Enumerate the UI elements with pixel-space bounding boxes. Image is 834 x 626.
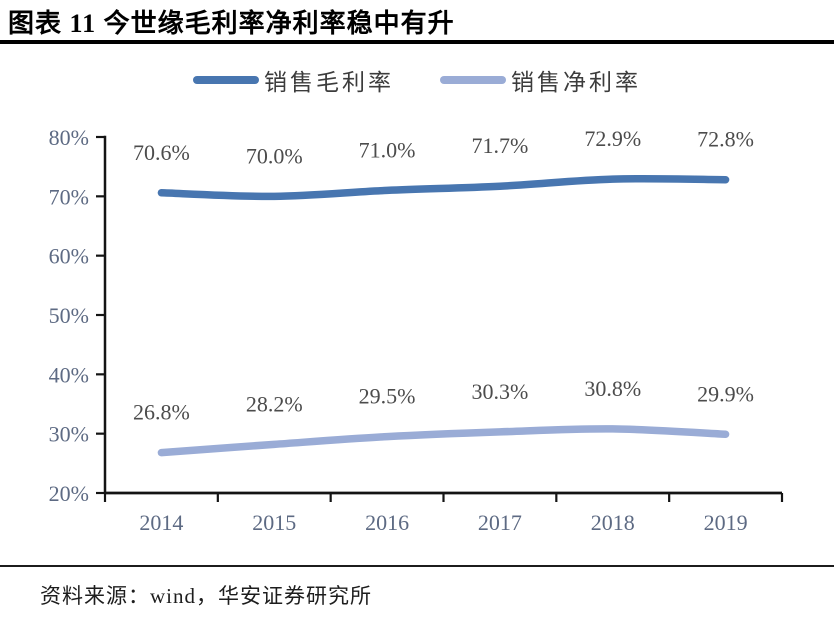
- x-tick-label: 2014: [139, 510, 183, 535]
- legend-item-gross-margin: 销售毛利率: [193, 63, 394, 97]
- margin-line-chart: 20%30%40%50%60%70%80%2014 2015 2016 2017 201…: [49, 125, 784, 535]
- x-tick-label: 2018: [591, 510, 635, 535]
- y-tick-label: 70%: [49, 184, 89, 209]
- data-point-label: 29.9%: [697, 381, 754, 406]
- net-margin-series: 26.8% 28.2% 29.5% 30.3% 30.8% 29.9%: [133, 376, 754, 457]
- x-tick-label: 2019: [704, 510, 748, 535]
- y-tick-label: 80%: [49, 125, 89, 150]
- title-divider: [0, 40, 834, 44]
- data-point-label: 30.8%: [584, 376, 641, 401]
- footer-divider: [0, 565, 834, 567]
- data-point-label: 70.0%: [246, 143, 303, 168]
- data-point-label: 26.8%: [133, 400, 190, 425]
- figure-title: 图表 11 今世缘毛利率净利率稳中有升: [8, 9, 455, 38]
- y-tick-label: 60%: [49, 244, 89, 269]
- data-point-label: 71.0%: [359, 137, 416, 162]
- legend-item-net-margin: 销售净利率: [440, 63, 641, 97]
- y-tick-label: 50%: [49, 303, 89, 328]
- y-tick-label: 20%: [49, 481, 89, 506]
- data-point-label: 71.7%: [472, 133, 529, 158]
- legend-label-gross-margin: 销售毛利率: [264, 70, 394, 95]
- x-tick-label: 2016: [365, 510, 409, 535]
- source-note: 资料来源：wind，华安证券研究所: [40, 584, 372, 608]
- data-point-label: 29.5%: [359, 384, 416, 409]
- net-margin-line-swatch: [440, 76, 506, 84]
- data-point-label: 72.8%: [697, 127, 754, 152]
- legend-label-net-margin: 销售净利率: [511, 70, 641, 95]
- y-tick-label: 30%: [49, 422, 89, 447]
- x-tick-label: 2017: [478, 510, 522, 535]
- x-axis: 2014 2015 2016 2017 2018 2019: [103, 491, 784, 535]
- gross-margin-series: 70.6% 70.0% 71.0% 71.7% 72.9% 72.8%: [133, 126, 754, 201]
- data-point-label: 28.2%: [246, 391, 303, 416]
- chart-legend: 销售毛利率 销售净利率: [0, 64, 834, 96]
- x-tick-label: 2015: [252, 510, 296, 535]
- y-tick-label: 40%: [49, 362, 89, 387]
- data-point-label: 70.6%: [133, 140, 190, 165]
- data-point-label: 72.9%: [584, 126, 641, 151]
- data-point-label: 30.3%: [472, 379, 529, 404]
- gross-margin-line-swatch: [193, 76, 259, 84]
- y-axis: 20% 30% 40% 50% 60% 70% 80%: [49, 125, 107, 506]
